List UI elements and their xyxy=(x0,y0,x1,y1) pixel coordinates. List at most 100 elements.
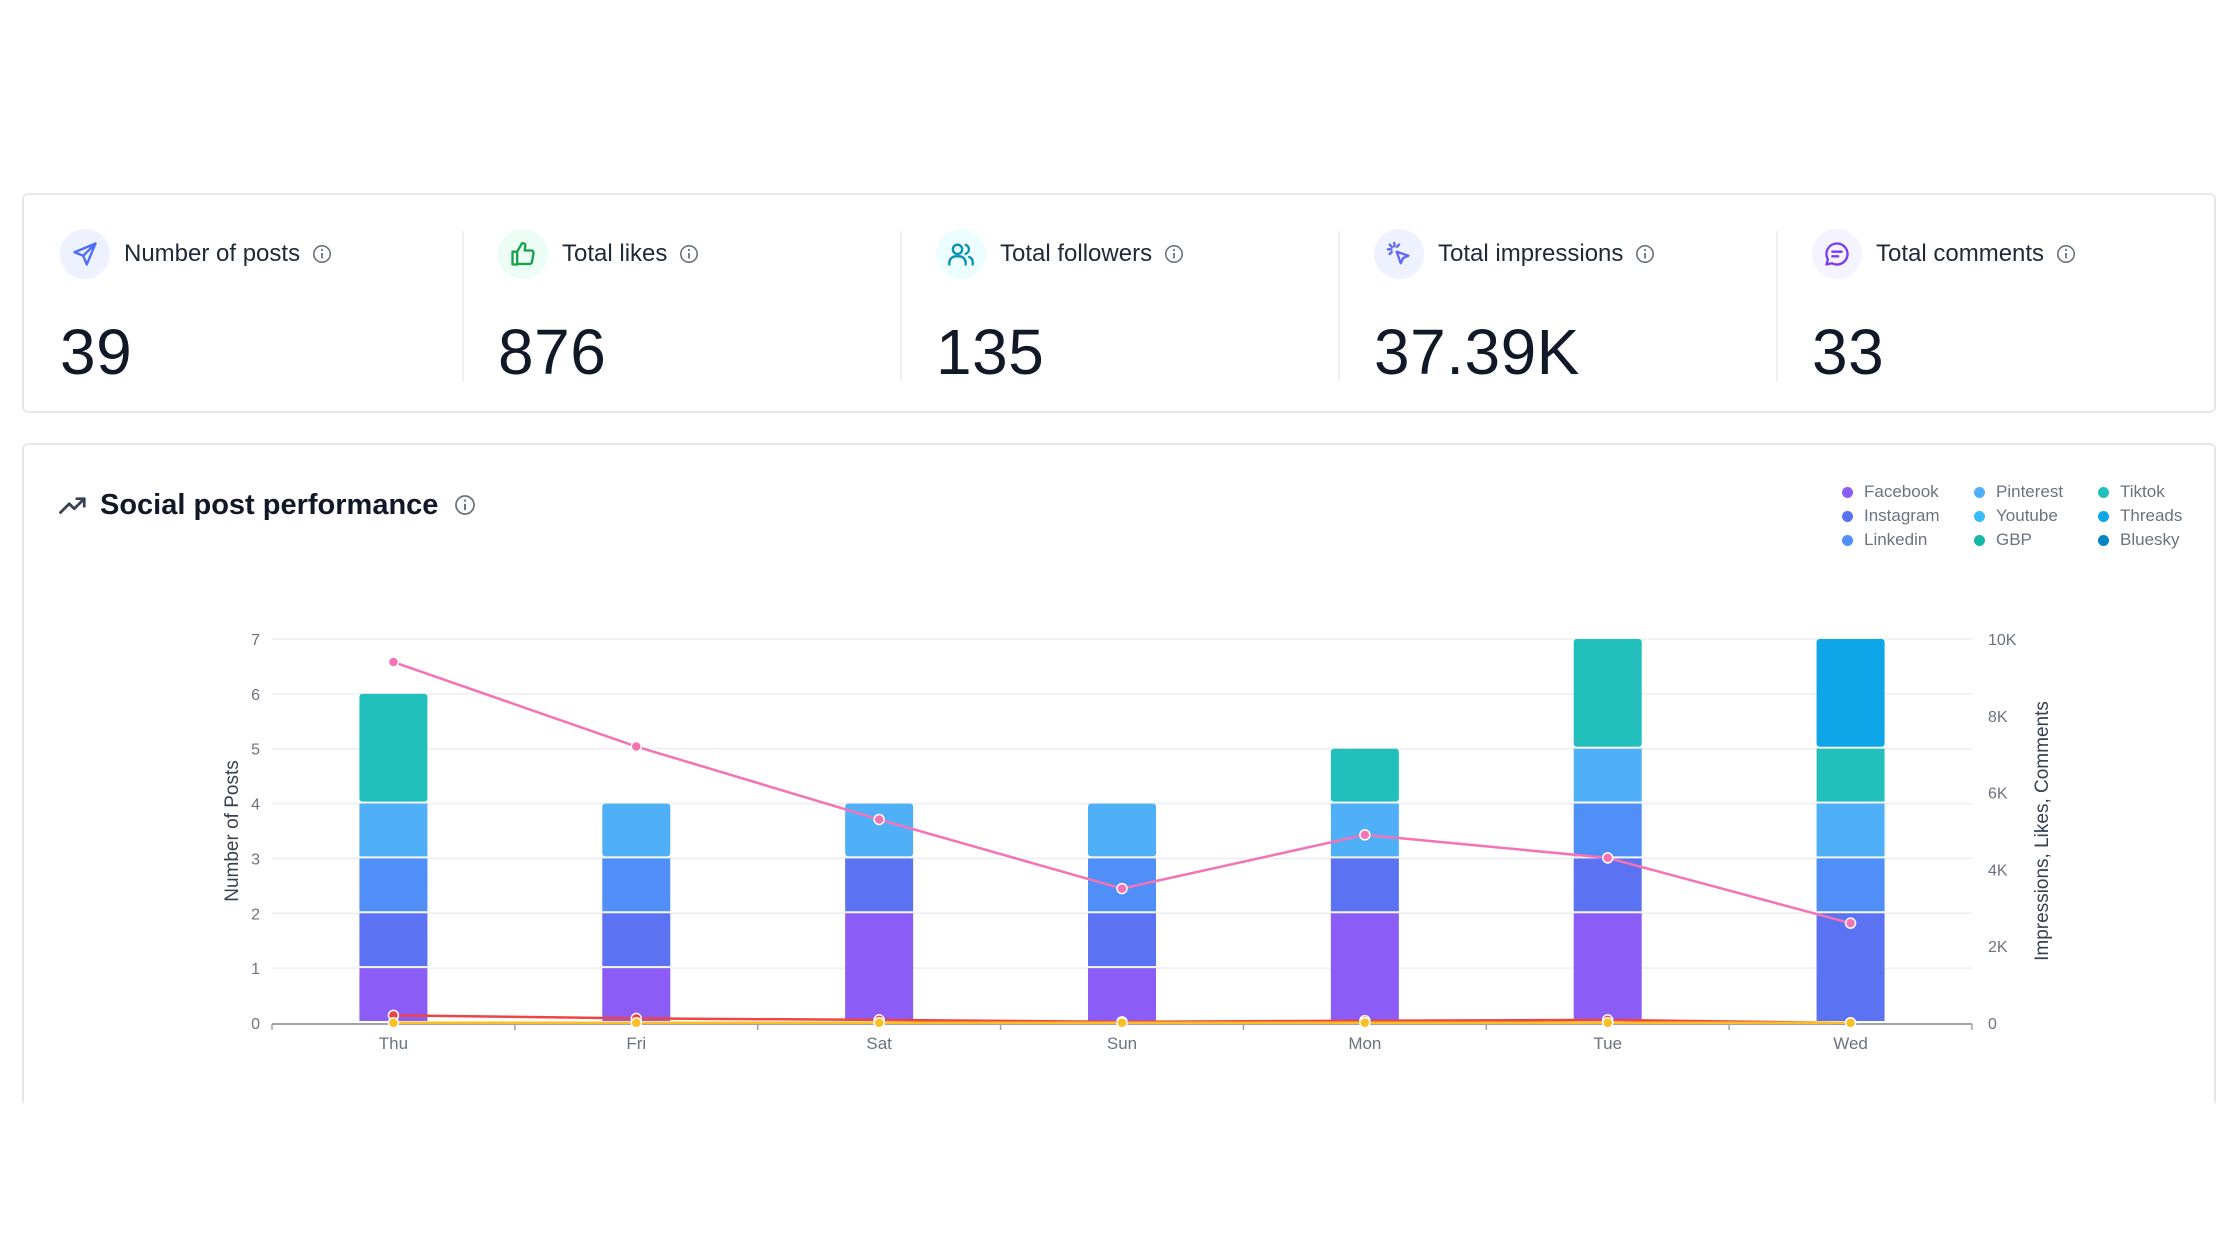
legend-label: Tiktok xyxy=(2120,482,2165,501)
bar-segment-pinterest xyxy=(1816,803,1885,857)
send-icon xyxy=(60,229,110,279)
y-tick-label: 5 xyxy=(251,742,260,759)
stat-label: Number of posts xyxy=(124,240,301,267)
legend-label: GBP xyxy=(1996,530,2032,549)
info-icon[interactable] xyxy=(1635,244,1655,264)
y-tick-label: 3 xyxy=(251,851,260,868)
legend-item-linkedin[interactable]: Linkedin xyxy=(1842,528,1974,552)
pointer-click-icon xyxy=(1374,229,1424,279)
x-tick-label: Fri xyxy=(626,1034,646,1053)
x-tick-label: Thu xyxy=(379,1034,408,1053)
bar-segment-facebook xyxy=(1330,913,1399,1021)
info-icon[interactable] xyxy=(2056,244,2076,264)
legend-swatch xyxy=(2098,534,2109,546)
bar-segment-linkedin xyxy=(602,858,671,912)
bar-segment-facebook xyxy=(845,913,914,1021)
legend-swatch xyxy=(1974,486,1985,498)
info-icon[interactable] xyxy=(312,244,332,264)
point-comments xyxy=(630,1017,643,1029)
legend-label: Facebook xyxy=(1864,482,1939,501)
stat-total-comments: Total comments 33 xyxy=(1776,195,2214,411)
bar-segment-facebook xyxy=(602,968,671,1021)
legend-item-pinterest[interactable]: Pinterest xyxy=(1974,480,2098,504)
point-impressions xyxy=(1116,882,1128,895)
chart-header: Social post performance xyxy=(58,485,476,525)
info-icon[interactable] xyxy=(454,494,476,516)
bar-segment-instagram xyxy=(1088,913,1156,967)
y-tick-label: 2 xyxy=(251,906,260,923)
legend-item-youtube[interactable]: Youtube xyxy=(1974,504,2098,528)
bar-segment-pinterest xyxy=(359,803,428,857)
stat-value: 39 xyxy=(60,316,133,388)
legend-item-threads[interactable]: Threads xyxy=(2098,504,2208,528)
legend-item-instagram[interactable]: Instagram xyxy=(1842,504,1974,528)
point-comments xyxy=(1601,1017,1614,1029)
point-comments xyxy=(873,1017,885,1029)
info-icon[interactable] xyxy=(679,244,699,264)
x-tick-label: Sun xyxy=(1107,1034,1137,1053)
bar-segment-threads xyxy=(1816,639,1885,747)
point-impressions xyxy=(1601,852,1614,864)
legend-swatch xyxy=(1974,534,1985,546)
chart-plot: 0 1 2 3 4 5 6 7 0 2K 4K 6K 8K 10K Thu Fri Sat Sun Mon Tue We… xyxy=(222,632,2053,1053)
y-tick-label: 6 xyxy=(251,687,260,704)
chart-title: Social post performance xyxy=(100,488,439,521)
point-impressions xyxy=(873,813,885,826)
legend-swatch xyxy=(2098,510,2109,522)
legend-swatch xyxy=(1842,534,1853,546)
y-tick-label: 7 xyxy=(251,632,260,649)
info-icon[interactable] xyxy=(1164,244,1184,264)
legend-swatch xyxy=(1842,510,1853,522)
bar-segment-instagram xyxy=(1330,858,1399,912)
legend-label: Instagram xyxy=(1864,506,1940,525)
stat-value: 876 xyxy=(498,316,607,388)
stat-label: Total comments xyxy=(1876,240,2045,267)
bar-segment-pinterest xyxy=(602,803,671,857)
bar-segment-facebook xyxy=(1088,968,1156,1021)
bar-segment-pinterest xyxy=(1573,748,1642,802)
stat-label: Total impressions xyxy=(1438,240,1624,267)
y-axis-label: Number of Posts xyxy=(222,760,243,902)
bar-segment-instagram xyxy=(602,913,671,967)
stat-total-likes: Total likes 876 xyxy=(462,195,900,411)
legend-item-gbp[interactable]: GBP xyxy=(1974,528,2098,552)
point-comments xyxy=(1116,1017,1128,1029)
chart-card: Social post performance Facebook Pinteres… xyxy=(22,443,2216,1103)
bar-segment-tiktok xyxy=(1816,748,1885,802)
point-impressions xyxy=(1844,917,1857,929)
bar-segment-instagram xyxy=(845,858,914,912)
point-comments xyxy=(387,1017,400,1029)
bar-segment-tiktok xyxy=(359,693,428,802)
stats-card: Number of posts 39 Total likes 876 Total… xyxy=(22,193,2216,413)
bar-segment-pinterest xyxy=(1088,803,1156,857)
bar-segment-pinterest xyxy=(845,803,914,857)
stat-value: 135 xyxy=(936,316,1045,388)
y-right-tick-label: 8K xyxy=(1988,709,2008,726)
chat-icon xyxy=(1812,229,1862,279)
trending-up-icon xyxy=(58,490,88,520)
y-tick-label: 4 xyxy=(251,797,260,814)
legend-item-facebook[interactable]: Facebook xyxy=(1842,480,1974,504)
x-tick-label: Mon xyxy=(1348,1034,1381,1053)
bar-segment-instagram xyxy=(359,913,428,967)
point-impressions xyxy=(387,656,400,668)
users-icon xyxy=(936,229,986,279)
legend-swatch xyxy=(2098,486,2109,498)
stat-label: Total likes xyxy=(562,240,668,267)
thumbs-up-icon xyxy=(498,229,548,279)
y-right-tick-label: 0 xyxy=(1988,1016,1997,1033)
bar-segment-linkedin xyxy=(359,858,428,912)
point-comments xyxy=(1359,1017,1371,1029)
legend-item-tiktok[interactable]: Tiktok xyxy=(2098,480,2208,504)
y-right-axis-label: Impressions, Likes, Comments xyxy=(2032,701,2053,961)
stat-total-followers: Total followers 135 xyxy=(900,195,1338,411)
legend-item-bluesky[interactable]: Bluesky xyxy=(2098,528,2208,552)
point-impressions xyxy=(1359,829,1371,841)
stat-value: 37.39K xyxy=(1374,316,1580,388)
bar-segment-instagram xyxy=(1816,913,1885,1021)
y-tick-label: 0 xyxy=(251,1016,260,1033)
y-right-tick-label: 6K xyxy=(1988,786,2008,803)
y-right-tick-label: 10K xyxy=(1988,632,2017,649)
bar-segment-facebook xyxy=(1573,913,1642,1021)
x-tick-label: Wed xyxy=(1833,1034,1868,1053)
